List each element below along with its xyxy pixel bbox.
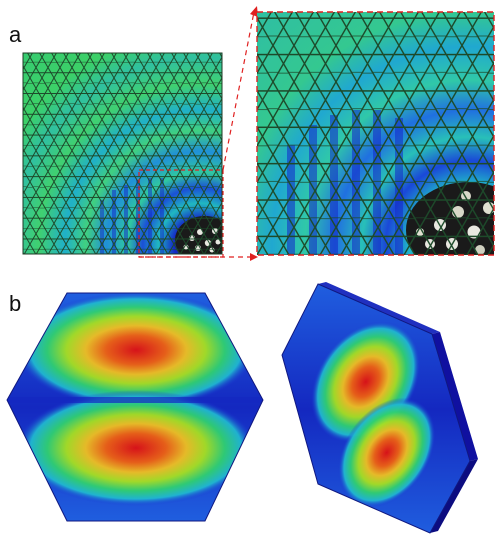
- lower-perspective-lobe: [338, 397, 436, 508]
- bottom-side-face: [430, 459, 478, 533]
- hexagon-field-front-view: [6, 292, 264, 522]
- hexagon-field-perspective-view: [281, 282, 478, 534]
- panel-label-a: a: [9, 22, 22, 47]
- upper-field-lobe: [16, 293, 256, 408]
- zoom-connectors: [139, 6, 258, 261]
- lower-field-lobe: [16, 390, 256, 506]
- zoom-region-marker: [138, 169, 224, 258]
- panel-label-b: b: [9, 291, 22, 316]
- honeycomb-overview: [22, 52, 223, 255]
- right-side-face: [432, 332, 478, 461]
- honeycomb-zoom: [256, 11, 495, 256]
- top-side-face: [318, 282, 440, 334]
